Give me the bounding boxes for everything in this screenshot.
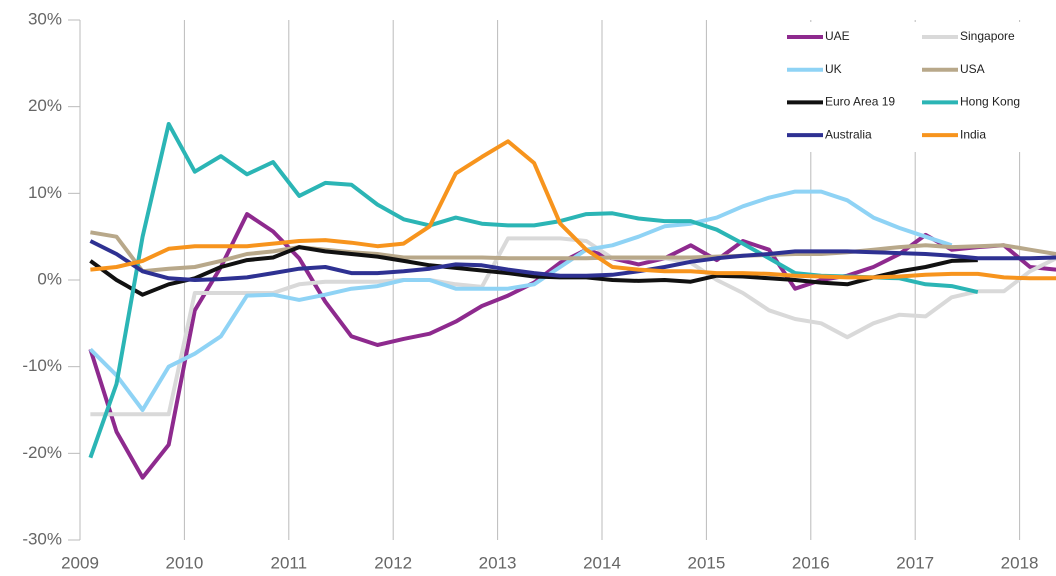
legend-label: India <box>960 127 986 141</box>
y-tick-label: 10% <box>28 183 62 202</box>
series-line <box>90 236 1056 417</box>
x-tick-label: 2018 <box>1001 553 1039 572</box>
series-line <box>89 245 978 297</box>
series-line <box>89 239 1056 282</box>
x-tick-label: 2016 <box>792 553 830 572</box>
x-tick-label: 2017 <box>896 553 934 572</box>
legend-label: Hong Kong <box>960 95 1020 109</box>
legend-label: USA <box>960 62 985 76</box>
y-tick-label: -10% <box>22 356 62 375</box>
series-line <box>88 189 953 412</box>
legend-label: Australia <box>825 127 872 141</box>
x-tick-label: 2015 <box>687 553 725 572</box>
y-tick-label: 0% <box>37 269 62 288</box>
x-tick-label: 2011 <box>271 553 308 572</box>
y-tick-label: -30% <box>22 529 62 548</box>
legend: UAE Singapore UK USA Euro Area 19 Hong Kong Au… <box>778 22 1040 152</box>
y-tick-label: 30% <box>28 9 62 28</box>
series-line <box>88 122 979 459</box>
legend-label: Euro Area 19 <box>825 95 895 109</box>
legend-label: Singapore <box>960 29 1015 43</box>
y-tick-label: -20% <box>22 443 62 462</box>
y-tick-label: 20% <box>28 96 62 115</box>
legend-label: UK <box>825 62 842 76</box>
legend-label: UAE <box>825 29 850 43</box>
series-line <box>90 139 1056 281</box>
x-tick-label: 2013 <box>479 553 517 572</box>
x-tick-label: 2012 <box>374 553 412 572</box>
x-tick-label: 2010 <box>165 553 203 572</box>
legend-box <box>778 22 1040 152</box>
series-line <box>90 230 1056 274</box>
x-tick-label: 2014 <box>583 553 621 572</box>
x-tick-label: 2009 <box>61 553 99 572</box>
